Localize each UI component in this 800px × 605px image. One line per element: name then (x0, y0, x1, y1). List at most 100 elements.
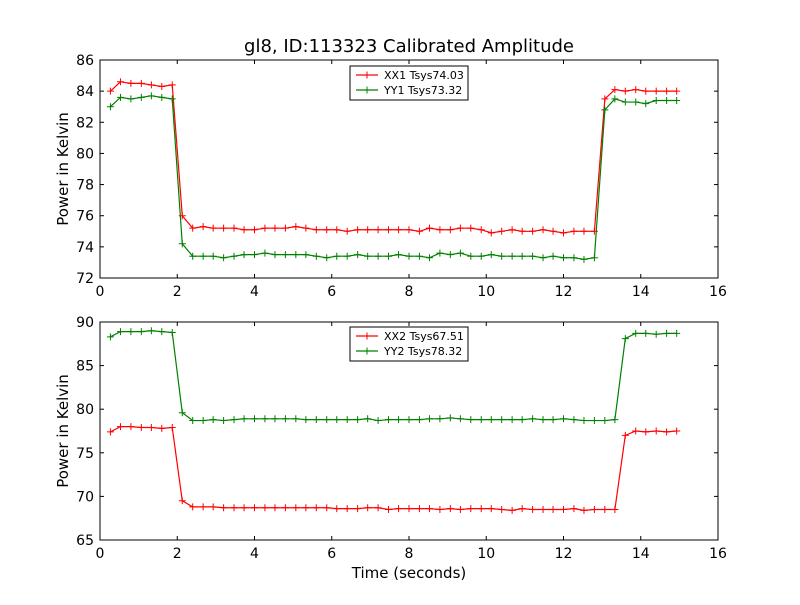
y-tick-label: 72 (76, 271, 94, 287)
x-tick-label: 2 (173, 546, 182, 562)
data-point (425, 224, 433, 232)
data-point (529, 227, 537, 235)
data-point (240, 415, 248, 423)
data-point (477, 252, 485, 260)
data-point (498, 416, 506, 424)
data-point (220, 224, 228, 232)
data-point (632, 427, 640, 435)
data-point (652, 96, 660, 104)
data-point (539, 254, 547, 262)
data-point (209, 252, 217, 260)
data-point (302, 416, 310, 424)
data-point (261, 415, 269, 423)
data-point (529, 415, 537, 423)
data-point (467, 505, 475, 513)
data-point (446, 251, 454, 259)
top-series-1 (106, 78, 681, 237)
data-point (323, 504, 331, 512)
data-point (570, 227, 578, 235)
data-point (560, 254, 567, 262)
data-point (147, 92, 155, 100)
data-point (168, 95, 176, 103)
data-point (446, 414, 454, 422)
data-point (199, 223, 207, 231)
data-point (590, 505, 598, 513)
data-point (199, 252, 207, 260)
x-tick-label: 8 (405, 284, 414, 300)
data-point (539, 416, 547, 424)
data-point (302, 504, 310, 512)
data-point (652, 87, 660, 95)
data-point (642, 329, 650, 337)
x-tick-label: 14 (632, 284, 650, 300)
data-point (220, 504, 228, 512)
data-point (333, 416, 341, 424)
data-point (549, 252, 557, 260)
data-point (189, 252, 197, 260)
data-point (508, 506, 516, 514)
data-point (220, 417, 228, 425)
data-point (477, 226, 485, 234)
data-point (621, 98, 629, 106)
data-point (580, 227, 588, 235)
data-point (343, 227, 351, 235)
data-point (333, 252, 341, 260)
data-point (364, 415, 372, 423)
data-point (436, 505, 444, 513)
data-point (601, 95, 609, 103)
data-point (529, 252, 537, 260)
bottom-chart: 0 2 4 6 8 10 12 14 16 65 70 75 80 85 90 XX2 Tsys67.51 YY… (76, 315, 727, 562)
data-point (251, 251, 258, 259)
data-point (199, 503, 207, 511)
data-point (374, 226, 382, 234)
y-tick-label: 85 (76, 359, 94, 375)
data-point (415, 416, 423, 424)
data-point (405, 416, 413, 424)
data-point (137, 424, 145, 432)
data-point (425, 505, 433, 513)
data-point (354, 226, 362, 234)
y-tick-label: 65 (76, 533, 94, 549)
data-point (240, 226, 248, 234)
x-tick-label: 16 (709, 546, 727, 562)
y-tick-label: 80 (76, 146, 94, 162)
data-point (611, 505, 619, 513)
data-point (168, 81, 176, 89)
data-point (281, 224, 289, 232)
data-point (189, 224, 197, 232)
data-point (343, 252, 351, 260)
data-point (116, 328, 124, 336)
data-point (106, 428, 114, 436)
data-point (673, 427, 681, 435)
data-point (601, 417, 609, 425)
data-point (508, 416, 516, 424)
data-point (549, 416, 557, 424)
data-point (498, 252, 506, 260)
data-point (415, 227, 423, 235)
y-tick-label: 78 (76, 178, 94, 194)
legend-label: XX1 Tsys74.03 (384, 69, 464, 82)
x-tick-label: 8 (405, 546, 414, 562)
data-point (333, 226, 341, 234)
data-point (189, 417, 197, 425)
legend-label: YY2 Tsys78.32 (383, 345, 462, 358)
y-tick-label: 82 (76, 115, 94, 131)
data-point (281, 415, 289, 423)
top-y-axis-label: Power in Kelvin (54, 112, 72, 226)
data-point (518, 227, 526, 235)
data-point (116, 78, 124, 86)
data-point (590, 417, 598, 425)
data-point (137, 93, 145, 101)
data-point (498, 505, 506, 513)
data-point (292, 223, 300, 231)
legend-label: YY1 Tsys73.32 (383, 84, 462, 97)
data-point (261, 504, 269, 512)
data-point (137, 79, 145, 87)
data-point (302, 251, 310, 259)
data-point (147, 81, 155, 89)
data-point (632, 86, 640, 94)
data-point (230, 252, 238, 260)
x-tick-label: 14 (632, 546, 650, 562)
